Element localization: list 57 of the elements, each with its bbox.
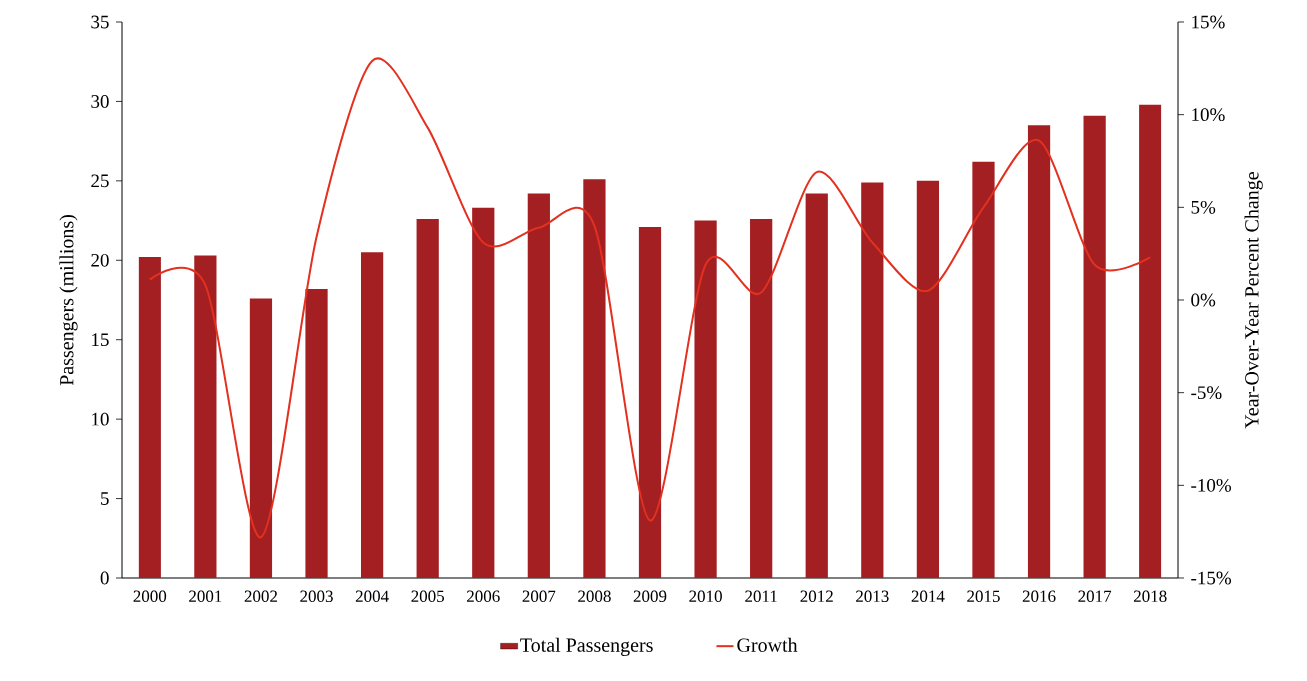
- y2-tick-label: -15%: [1191, 571, 1232, 585]
- x-tick-label: 2003: [300, 590, 333, 603]
- bar: [583, 179, 606, 578]
- x-tick-label: 2006: [467, 590, 500, 603]
- bar: [305, 288, 328, 578]
- y2-tick-label: -10%: [1191, 478, 1232, 492]
- bar: [416, 218, 439, 578]
- bar: [750, 218, 773, 578]
- bar: [805, 193, 828, 578]
- y2-tick-label: -5%: [1191, 386, 1222, 400]
- y-tick-label: 30: [91, 95, 109, 108]
- y2-tick-label: 5%: [1191, 200, 1216, 214]
- x-tick-label: 2015: [967, 590, 1000, 603]
- bar: [1083, 115, 1106, 578]
- bar: [249, 298, 273, 578]
- x-tick-label: 2008: [578, 590, 611, 603]
- bar: [638, 226, 662, 578]
- x-tick-label: 2007: [522, 590, 556, 603]
- y-tick-label: 10: [92, 412, 109, 426]
- bar: [1027, 125, 1051, 578]
- bar: [472, 207, 495, 578]
- x-tick-label: 2012: [800, 590, 833, 603]
- bar: [138, 257, 161, 578]
- y-tick-label: 15: [92, 333, 109, 347]
- x-tick-label: 2005: [411, 590, 445, 603]
- x-tick-label: 2013: [856, 590, 889, 603]
- x-tick-label: 2011: [745, 590, 777, 603]
- y2-tick-label: 10%: [1192, 108, 1225, 122]
- bar: [1139, 104, 1162, 578]
- x-tick-label: 2018: [1133, 590, 1167, 603]
- y2-tick-label: 0%: [1191, 293, 1216, 307]
- legend-label: Growth: [737, 637, 798, 652]
- y-axis-title: Passengers (millions): [59, 215, 78, 386]
- x-tick-label: 2002: [244, 590, 278, 603]
- x-tick-label: 2016: [1022, 590, 1056, 603]
- bar: [972, 161, 995, 578]
- bar: [360, 252, 384, 578]
- y2-tick-label: 15%: [1192, 15, 1225, 29]
- y-tick-label: 0: [100, 571, 109, 585]
- y-tick-label: 20: [91, 253, 109, 267]
- x-tick-label: 2010: [689, 590, 722, 603]
- x-tick-label: 2017: [1078, 590, 1112, 603]
- bar: [694, 220, 717, 578]
- y-tick-label: 25: [91, 174, 109, 188]
- bar: [527, 193, 550, 578]
- y-tick-label: 35: [91, 15, 109, 29]
- bar: [194, 255, 217, 578]
- y-tick-label: 5: [101, 492, 109, 505]
- x-tick-label: 2001: [189, 590, 222, 603]
- x-tick-label: 2004: [355, 590, 389, 603]
- bar: [916, 180, 940, 578]
- x-tick-label: 2009: [633, 590, 667, 603]
- bar: [861, 182, 884, 578]
- x-tick-label: 2014: [911, 590, 945, 603]
- x-tick-label: 2000: [133, 590, 167, 603]
- legend-label: Total Passengers: [520, 637, 653, 656]
- y2-axis-title: Year-Over-Year Percent Change: [1244, 172, 1263, 429]
